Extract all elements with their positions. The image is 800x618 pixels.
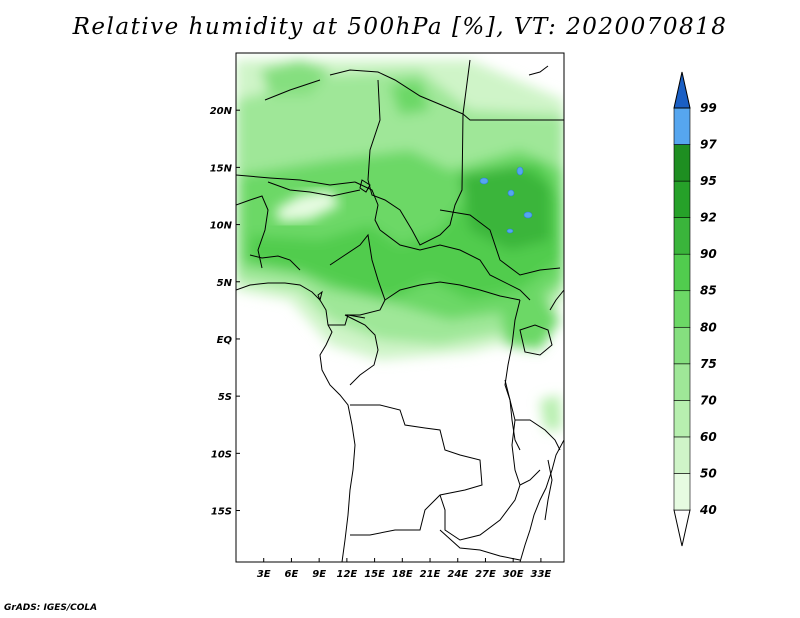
- lon-tick-label: 18E: [392, 569, 413, 580]
- latitude-axis: 20N 15N 10N 5N EQ 5S 10S 15S: [210, 106, 240, 518]
- lat-tick-label: 5S: [218, 392, 232, 403]
- colorbar-box: [673, 180, 691, 218]
- border-sahel-1: [236, 174, 356, 186]
- colorbar-box: [673, 436, 691, 474]
- lake-chad: [359, 179, 371, 193]
- border-angola: [350, 404, 483, 536]
- colorbar-label: 90: [700, 247, 717, 261]
- border-chad: [367, 79, 464, 246]
- border-congo: [384, 281, 521, 301]
- map-frame: [235, 52, 565, 563]
- border-sudan-south: [439, 209, 561, 276]
- colorbar-box: [673, 217, 691, 255]
- colorbar-box: [673, 290, 691, 328]
- colorbar-label: 99: [700, 101, 717, 115]
- atlantic-coastline: [236, 282, 356, 562]
- lake-tanganyika: [504, 379, 521, 451]
- lat-tick-label: 20N: [210, 106, 233, 117]
- map-title: Relative humidity at 500hPa [%], VT: 202…: [72, 14, 728, 40]
- border-west-2: [249, 254, 301, 271]
- lat-tick-label: 10N: [210, 221, 233, 232]
- lake-malawi: [544, 459, 553, 521]
- colorbar-box: [673, 400, 691, 438]
- colorbar-label: 95: [700, 174, 717, 188]
- lon-tick-label: 15E: [364, 569, 385, 580]
- lon-tick-label: 6E: [285, 569, 299, 580]
- border-west-1: [236, 195, 269, 269]
- lat-tick-label: 10S: [211, 449, 232, 460]
- border-south-zim: [439, 529, 521, 561]
- border-zambia: [439, 469, 541, 541]
- border-congo-2: [344, 314, 379, 386]
- lat-tick-label: 15N: [210, 163, 233, 174]
- red-sea-coast: [549, 289, 564, 311]
- colorbar-box: [673, 363, 691, 401]
- border-niger-nigeria: [267, 181, 361, 197]
- colorbar-label: 60: [700, 430, 717, 444]
- border-sahel-2: [354, 181, 381, 231]
- longitude-axis: 3E 6E 9E 12E 15E 18E 21E 24E 27E 30E 33E: [257, 558, 552, 580]
- border-car: [379, 229, 531, 301]
- border-ne: [528, 65, 549, 76]
- lat-tick-label: EQ: [217, 335, 233, 346]
- colorbar-label: 85: [700, 284, 717, 298]
- colorbar-box: [673, 144, 691, 182]
- colorbar-label: 70: [700, 393, 717, 407]
- colorbar-label: 40: [699, 503, 717, 517]
- lake-volta: [317, 290, 323, 302]
- lat-tick-label: 15S: [211, 507, 232, 518]
- lat-tick-label: 5N: [217, 278, 233, 289]
- lon-tick-label: 27E: [475, 569, 496, 580]
- colorbar-label: 92: [700, 211, 717, 225]
- lon-tick-label: 21E: [420, 569, 441, 580]
- border-lake-victoria: [519, 324, 553, 356]
- colorbar-label: 75: [700, 357, 717, 371]
- border-cameroon: [329, 233, 386, 316]
- colorbar-box: [673, 253, 691, 292]
- coastlines-borders: [236, 59, 564, 562]
- lon-tick-label: 33E: [531, 569, 552, 580]
- border-gabon: [328, 314, 366, 326]
- border-sudan: [462, 113, 564, 121]
- border-tanzania: [515, 419, 561, 451]
- grads-credit: GrADS: IGES/COLA: [4, 603, 98, 613]
- colorbar-label: 97: [700, 138, 717, 152]
- lon-tick-label: 9E: [312, 569, 326, 580]
- colorbar-high-triangle: [673, 71, 691, 109]
- colorbar-label: 80: [700, 320, 717, 334]
- lon-tick-label: 30E: [503, 569, 524, 580]
- border-north-2: [264, 79, 321, 101]
- colorbar-box: [673, 107, 691, 145]
- colorbar-label: 50: [700, 466, 717, 480]
- colorbar-box: [673, 326, 691, 365]
- east-coastline: [519, 439, 564, 562]
- lon-tick-label: 12E: [336, 569, 357, 580]
- lon-tick-label: 3E: [257, 569, 271, 580]
- colorbar-low-triangle: [673, 509, 691, 547]
- colorbar: 40 50 60 70 75 80 85 90 92 95 97 99: [673, 71, 717, 547]
- border-drc-east: [504, 299, 521, 486]
- colorbar-box: [673, 473, 691, 511]
- lon-tick-label: 24E: [447, 569, 468, 580]
